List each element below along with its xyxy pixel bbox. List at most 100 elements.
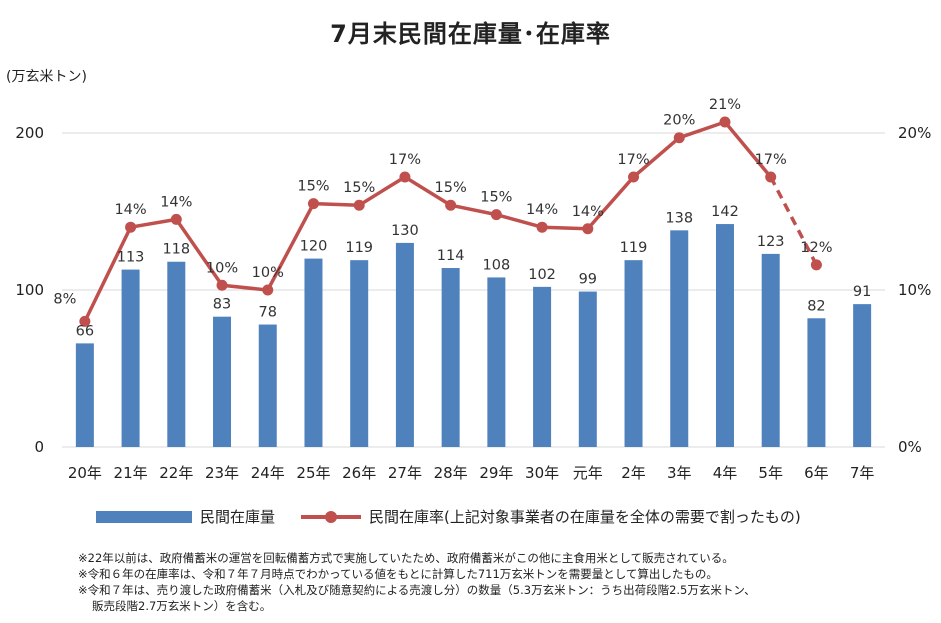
line-series-dashed-segment: [769, 176, 818, 266]
bar: [670, 230, 689, 447]
legend-item-bar: 民間在庫量: [96, 506, 275, 527]
bar-data-label: 142: [711, 204, 739, 220]
line-data-label: 15%: [343, 180, 375, 196]
bar: [213, 316, 232, 447]
line-data-label: 20%: [663, 113, 695, 129]
y-tick-label-left: 0: [34, 438, 44, 456]
legend-label-bar: 民間在庫量: [200, 508, 276, 526]
line-point: [765, 171, 777, 183]
bar: [258, 324, 277, 447]
x-tick-label: 5年: [758, 464, 783, 482]
footnotes: ※22年以前は、政府備蓄米の運営を回転備蓄方式で実施していたため、政府備蓄米がこ…: [78, 550, 928, 614]
bar-data-label: 99: [579, 272, 597, 288]
x-tick-label: 27年: [388, 464, 422, 482]
x-tick-label: 22年: [159, 464, 193, 482]
y-tick-label-left: 100: [15, 281, 44, 299]
bar-data-label: 119: [620, 240, 648, 256]
line-data-label: 21%: [709, 97, 741, 113]
bar: [533, 286, 552, 447]
bar-data-label: 82: [807, 298, 825, 314]
y-tick-label-right: 0%: [898, 438, 922, 456]
bar-data-label: 118: [162, 242, 190, 258]
bar-data-label: 114: [437, 248, 465, 264]
bar: [167, 261, 186, 447]
x-tick-label: 24年: [251, 464, 285, 482]
footnote: ※令和７年は、売り渡した政府備蓄米（入札及び随意契約による売渡し分）の数量（5.…: [78, 583, 756, 597]
bar-data-label: 108: [483, 257, 511, 273]
x-tick-label: 3年: [667, 464, 692, 482]
bar-data-label: 78: [259, 305, 277, 321]
x-tick-label: 29年: [479, 464, 513, 482]
line-data-label: 14%: [114, 202, 146, 218]
line-data-label: 14%: [572, 204, 604, 220]
line-point: [673, 132, 685, 144]
chart-plot: 0 100 200 0% 10% 20% 20年 21年 22年 23年 24年 25年 26年 27年 2…: [15, 97, 931, 482]
x-tick-label: 6年: [804, 464, 829, 482]
line-data-label: 14%: [160, 194, 192, 210]
line-point: [490, 209, 502, 221]
bar: [350, 260, 369, 447]
line-series: [83, 120, 773, 323]
line-point: [399, 171, 411, 183]
bar: [75, 343, 94, 447]
line-point: [79, 315, 91, 327]
legend-swatch-bar: [96, 510, 192, 523]
line-point: [307, 198, 319, 210]
line-data-label: 17%: [389, 152, 421, 168]
line-point: [628, 171, 640, 183]
line-data-label: 10%: [206, 260, 238, 276]
line-data-label: 15%: [297, 179, 329, 195]
line-point: [810, 259, 822, 271]
y-tick-label-right: 10%: [898, 281, 931, 299]
x-tick-label: 2年: [621, 464, 646, 482]
footnote: ※22年以前は、政府備蓄米の運営を回転備蓄方式で実施していたため、政府備蓄米がこ…: [78, 551, 734, 565]
line-data-label: 8%: [53, 291, 76, 307]
x-tick-label: 30年: [525, 464, 559, 482]
legend: 民間在庫量 民間在庫率(上記対象事業者の在庫量を全体の需要で割ったもの): [96, 506, 827, 527]
line-point: [353, 199, 365, 211]
bar: [304, 258, 323, 447]
legend-item-line: 民間在庫率(上記対象事業者の在庫量を全体の需要で割ったもの): [301, 506, 801, 527]
footnote: 販売段階2.7万玄米トン）を含む。: [92, 599, 272, 613]
line-point: [125, 221, 137, 233]
line-data-label: 14%: [526, 202, 558, 218]
line-data-label: 10%: [252, 265, 284, 281]
x-tick-label: 元年: [573, 464, 603, 482]
line-data-label: 17%: [755, 152, 787, 168]
legend-label-line: 民間在庫率(上記対象事業者の在庫量を全体の需要で割ったもの): [369, 508, 801, 526]
bar: [761, 253, 780, 447]
line-point: [536, 221, 548, 233]
line-point: [445, 199, 457, 211]
x-tick-label: 28年: [434, 464, 468, 482]
y-axis-unit-label: (万玄米トン): [6, 69, 87, 85]
bar: [395, 242, 414, 447]
bar-data-label: 102: [528, 267, 556, 283]
line-data-label: 15%: [435, 180, 467, 196]
bar: [807, 318, 826, 447]
x-tick-label: 7年: [850, 464, 875, 482]
bar: [853, 304, 872, 447]
bar-data-label: 130: [391, 223, 419, 239]
bar-data-label: 83: [213, 297, 231, 313]
y-tick-label-right: 20%: [898, 124, 931, 142]
x-tick-label: 21年: [114, 464, 148, 482]
line-data-label: 15%: [480, 190, 512, 206]
bar-data-label: 91: [853, 284, 871, 300]
x-tick-label: 20年: [68, 464, 102, 482]
bar: [578, 291, 597, 447]
x-tick-label: 25年: [296, 464, 330, 482]
line-data-label: 12%: [800, 240, 832, 256]
chart-title: 7月末民間在庫量･在庫率: [330, 20, 611, 48]
bar-data-label: 113: [117, 250, 145, 266]
line-point: [582, 223, 594, 235]
line-point: [170, 213, 182, 225]
bar-data-label: 120: [300, 239, 328, 255]
x-tick-label: 26年: [342, 464, 376, 482]
bar-data-label: 123: [757, 234, 785, 250]
bar: [624, 260, 643, 447]
bar-data-label: 66: [76, 323, 94, 339]
bar: [487, 277, 506, 447]
footnote: ※令和６年の在庫率は、令和７年７月時点でわかっている値をもとに計算した711万玄…: [78, 567, 718, 581]
bar: [441, 268, 460, 447]
bar-data-label: 119: [345, 240, 373, 256]
